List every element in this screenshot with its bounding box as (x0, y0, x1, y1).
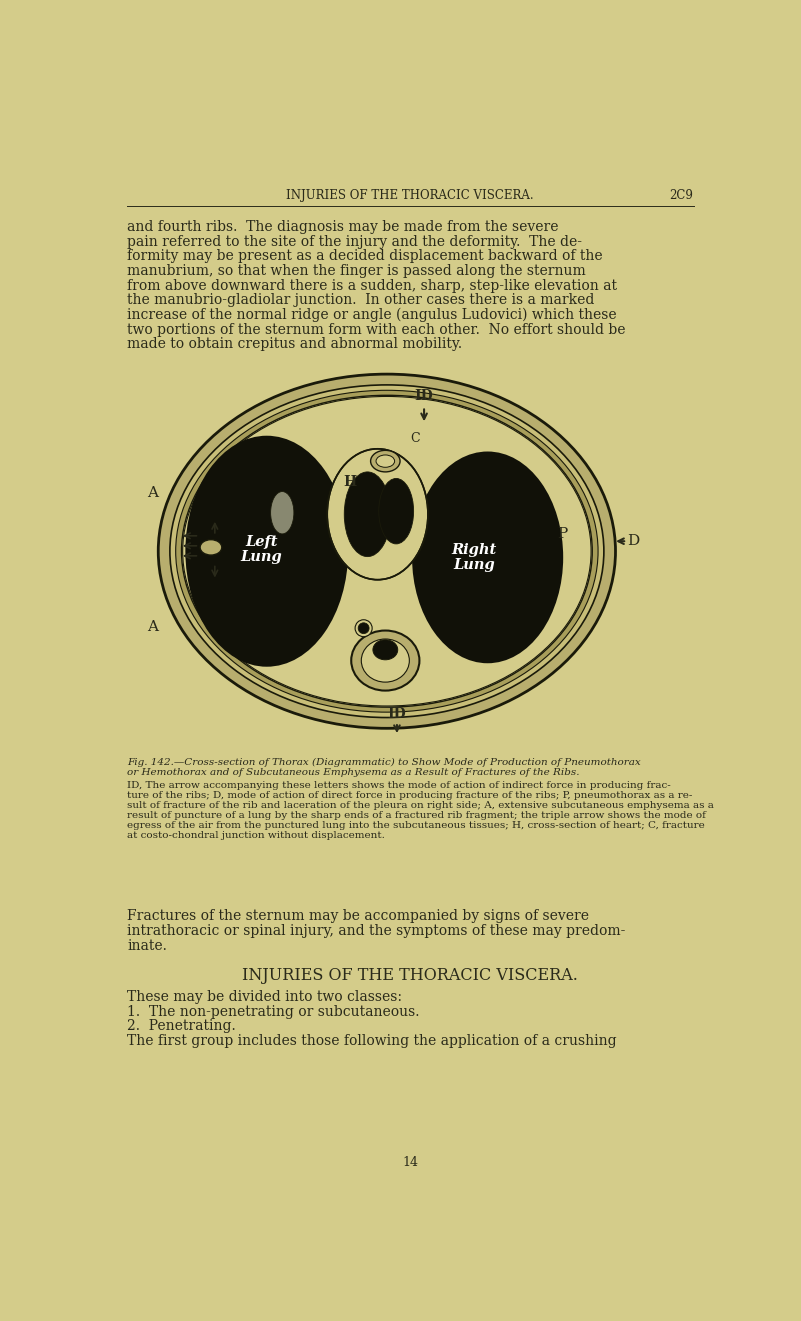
Text: two portions of the sternum form with each other.  No effort should be: two portions of the sternum form with ea… (127, 322, 626, 337)
Text: manubrium, so that when the finger is passed along the sternum: manubrium, so that when the finger is pa… (127, 264, 586, 277)
Text: P: P (557, 527, 567, 542)
Ellipse shape (355, 620, 372, 637)
Text: Fractures of the sternum may be accompanied by signs of severe: Fractures of the sternum may be accompan… (127, 909, 590, 923)
Text: These may be divided into two classes:: These may be divided into two classes: (127, 991, 402, 1004)
Text: ture of the ribs; D, mode of action of direct force in producing fracture of the: ture of the ribs; D, mode of action of d… (127, 791, 693, 799)
Text: and fourth ribs.  The diagnosis may be made from the severe: and fourth ribs. The diagnosis may be ma… (127, 221, 559, 234)
Text: 1.  The non-penetrating or subcutaneous.: 1. The non-penetrating or subcutaneous. (127, 1005, 420, 1018)
Ellipse shape (371, 450, 400, 472)
Text: ID: ID (388, 708, 406, 721)
Text: A: A (147, 620, 159, 634)
Text: pain referred to the site of the injury and the deformity.  The de-: pain referred to the site of the injury … (127, 235, 582, 248)
Text: Lung: Lung (453, 557, 495, 572)
Text: inate.: inate. (127, 938, 167, 952)
Text: INJURIES OF THE THORACIC VISCERA.: INJURIES OF THE THORACIC VISCERA. (242, 967, 578, 984)
Text: 2C9: 2C9 (670, 189, 694, 202)
Text: ID, The arrow accompanying these letters shows the mode of action of indirect fo: ID, The arrow accompanying these letters… (127, 781, 671, 790)
Ellipse shape (175, 390, 598, 712)
Ellipse shape (412, 452, 563, 663)
Text: C: C (410, 432, 420, 445)
Ellipse shape (351, 630, 420, 691)
Text: sult of fracture of the rib and laceration of the pleura on right side; A, exten: sult of fracture of the rib and lacerati… (127, 801, 714, 810)
Text: I: I (407, 967, 413, 984)
Ellipse shape (182, 395, 592, 707)
Ellipse shape (159, 374, 615, 728)
Text: ID: ID (415, 388, 433, 403)
Text: The first group includes those following the application of a crushing: The first group includes those following… (127, 1034, 617, 1048)
Text: formity may be present as a decided displacement backward of the: formity may be present as a decided disp… (127, 250, 603, 263)
Ellipse shape (344, 472, 391, 556)
Ellipse shape (183, 396, 591, 705)
Text: the manubrio-gladiolar junction.  In other cases there is a marked: the manubrio-gladiolar junction. In othe… (127, 293, 594, 308)
Text: at costo-chondral junction without displacement.: at costo-chondral junction without displ… (127, 831, 385, 840)
Text: H: H (343, 476, 356, 489)
Ellipse shape (358, 622, 369, 634)
Text: Fig. 142.—Cross-section of Thorax (Diagrammatic) to Show Mode of Production of P: Fig. 142.—Cross-section of Thorax (Diagr… (127, 757, 641, 766)
Text: increase of the normal ridge or angle (angulus Ludovici) which these: increase of the normal ridge or angle (a… (127, 308, 617, 322)
Text: or Hemothorax and of Subcutaneous Emphysema as a Result of Fractures of the Ribs: or Hemothorax and of Subcutaneous Emphys… (127, 768, 580, 777)
Text: intrathoracic or spinal injury, and the symptoms of these may predom-: intrathoracic or spinal injury, and the … (127, 923, 626, 938)
Ellipse shape (327, 449, 428, 580)
Ellipse shape (361, 639, 409, 682)
Text: D: D (627, 534, 639, 548)
Ellipse shape (376, 454, 395, 468)
Ellipse shape (373, 639, 398, 659)
Ellipse shape (185, 436, 348, 667)
Text: A: A (147, 486, 159, 501)
Text: result of puncture of a lung by the sharp ends of a fractured rib fragment; the : result of puncture of a lung by the shar… (127, 811, 706, 820)
Text: Right: Right (452, 543, 497, 556)
Text: made to obtain crepitus and abnormal mobility.: made to obtain crepitus and abnormal mob… (127, 337, 462, 351)
Ellipse shape (200, 540, 222, 555)
Text: Left: Left (245, 535, 278, 550)
Text: from above downward there is a sudden, sharp, step-like elevation at: from above downward there is a sudden, s… (127, 279, 618, 293)
Ellipse shape (170, 384, 604, 717)
Text: Lung: Lung (240, 551, 282, 564)
Text: 14: 14 (402, 1156, 418, 1169)
Text: INJURIES OF THE THORACIC VISCERA.: INJURIES OF THE THORACIC VISCERA. (286, 189, 534, 202)
Ellipse shape (271, 491, 294, 534)
Ellipse shape (379, 478, 413, 544)
Text: egress of the air from the punctured lung into the subcutaneous tissues; H, cros: egress of the air from the punctured lun… (127, 820, 705, 830)
Ellipse shape (476, 470, 545, 625)
Text: 2.  Penetrating.: 2. Penetrating. (127, 1020, 236, 1033)
